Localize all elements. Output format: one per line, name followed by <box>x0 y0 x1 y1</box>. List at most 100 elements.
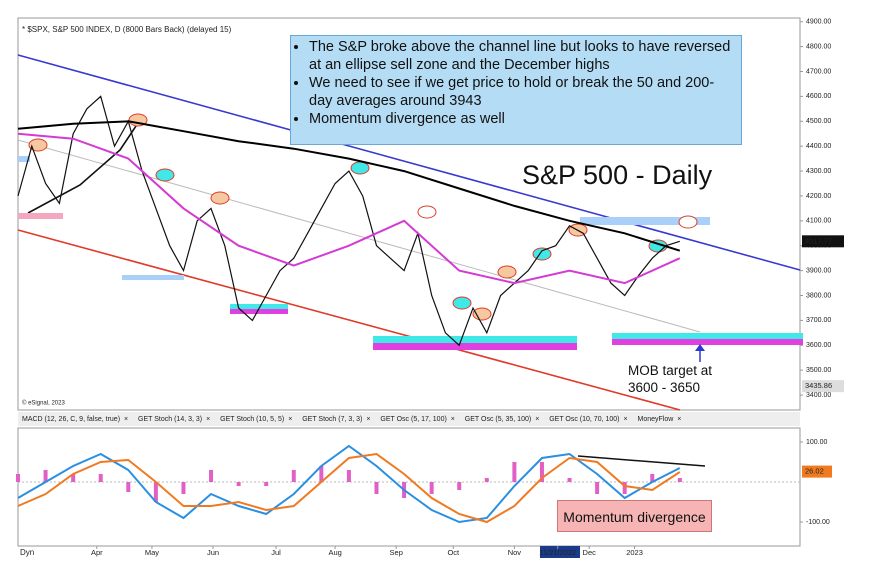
last-label: 4017.77 <box>805 236 832 245</box>
zone <box>18 156 30 162</box>
zone <box>230 304 288 309</box>
trend-line <box>27 119 141 214</box>
copyright: © eSignal, 2023 <box>22 400 65 407</box>
y-tick-label: 4800.00 <box>806 43 831 50</box>
y-tick-label: 3600.00 <box>806 342 831 349</box>
cursor-box <box>540 546 580 558</box>
tab[interactable]: GET Stoch (14, 3, 3) <box>138 416 202 423</box>
y-tick-label: 4700.00 <box>806 68 831 75</box>
last-label: 26.02 <box>805 467 824 476</box>
y-tick-label: 4200.00 <box>806 193 831 200</box>
y-tick-label: 100.00 <box>806 439 828 446</box>
y-tick-label: 4300.00 <box>806 168 831 175</box>
x-tick-label: May <box>145 548 159 557</box>
y-tick-label: 3500.00 <box>806 367 831 374</box>
tab[interactable]: MoneyFlow <box>638 416 675 423</box>
zone <box>18 213 63 219</box>
zone <box>122 275 184 280</box>
histogram-bar <box>374 482 379 494</box>
ellipse <box>350 161 370 175</box>
corner-label: Dyn <box>20 548 34 557</box>
x-tick-label: Nov <box>508 548 522 557</box>
tab-close: × <box>677 416 681 423</box>
zone <box>373 336 577 343</box>
target-line: MOB target at <box>628 363 713 378</box>
last-label-box <box>802 465 832 478</box>
zone <box>612 339 803 345</box>
tab[interactable]: GET Osc (5, 17, 100) <box>380 416 446 423</box>
tab-close: × <box>451 416 455 423</box>
histogram-bar <box>181 482 186 494</box>
target-line: 3600 - 3650 <box>628 380 701 395</box>
y-tick-label: 3700.00 <box>806 317 831 324</box>
histogram-bar <box>567 478 572 482</box>
histogram-bar <box>539 462 544 482</box>
x-tick-label: Jul <box>271 548 281 557</box>
x-tick-label: Sep <box>390 548 403 557</box>
channel-mid <box>17 139 701 333</box>
histogram-bar <box>622 482 627 494</box>
y-tick-label: 4400.00 <box>806 143 831 150</box>
ellipse <box>28 138 48 152</box>
note-box: The S&P broke above the channel line but… <box>290 35 742 145</box>
tab-bar <box>18 412 800 426</box>
ellipse <box>678 215 698 229</box>
histogram-bar <box>71 474 76 482</box>
histogram-bar <box>43 470 48 482</box>
zone <box>373 343 577 350</box>
y-tick-label: 3800.00 <box>806 292 831 299</box>
histogram-bar <box>153 482 158 502</box>
note: Momentum divergence as well <box>309 110 735 128</box>
histogram-bar <box>484 478 489 482</box>
histogram-bar <box>650 474 655 482</box>
y-tick-label: 3400.00 <box>806 392 831 399</box>
price-line <box>17 120 681 252</box>
tab[interactable]: GET Osc (5, 35, 100) <box>465 416 531 423</box>
y-tick-label: 4500.00 <box>806 118 831 125</box>
histogram-bar <box>595 482 600 494</box>
y-tick-label: 4100.00 <box>806 218 831 225</box>
divergence-note: Momentum divergence <box>557 500 712 532</box>
ellipse <box>155 168 175 182</box>
tab[interactable]: GET Osc (10, 70, 100) <box>549 416 619 423</box>
histogram-bar <box>346 470 351 482</box>
chart-title: S&P 500 - Daily <box>522 160 713 190</box>
tab[interactable]: MACD (12, 26, C, 9, false, true) <box>22 416 120 423</box>
x-tick-label: Apr <box>91 548 103 557</box>
histogram-bar <box>512 462 517 482</box>
histogram-bar <box>126 482 131 492</box>
y-tick-label: 3900.00 <box>806 267 831 274</box>
tab-close: × <box>206 416 210 423</box>
histogram-bar <box>677 478 682 482</box>
ellipse <box>417 205 437 219</box>
ellipse <box>452 296 472 310</box>
x-tick-label: 11/21/2022 <box>539 548 576 557</box>
macd-line <box>17 444 681 524</box>
channel-bottom <box>17 229 681 411</box>
tab[interactable]: GET Stoch (10, 5, 5) <box>220 416 284 423</box>
x-tick-label: Jun <box>207 548 219 557</box>
ellipse <box>532 247 552 261</box>
y-tick-label: 4600.00 <box>806 93 831 100</box>
last-label-box <box>802 380 844 393</box>
zone <box>580 217 710 225</box>
zone <box>612 333 803 339</box>
ellipse <box>210 191 230 205</box>
note: The S&P broke above the channel line but… <box>309 38 735 74</box>
histogram-bar <box>16 474 20 482</box>
histogram-bar <box>457 482 462 490</box>
tab-close: × <box>288 416 292 423</box>
histogram-bar <box>209 470 214 482</box>
last-label-box <box>802 235 844 248</box>
header: * $SPX, S&P 500 INDEX, D (8000 Bars Back… <box>22 25 232 34</box>
tab[interactable]: GET Stoch (7, 3, 3) <box>302 416 362 423</box>
zone <box>230 309 288 314</box>
ellipse <box>497 265 517 279</box>
y-tick-label: -100.00 <box>806 519 830 526</box>
x-tick-label: Aug <box>328 548 341 557</box>
last-label: 3435.86 <box>805 381 832 390</box>
tab-close: × <box>624 416 628 423</box>
histogram-bar <box>98 474 103 482</box>
histogram-bar <box>264 482 269 486</box>
